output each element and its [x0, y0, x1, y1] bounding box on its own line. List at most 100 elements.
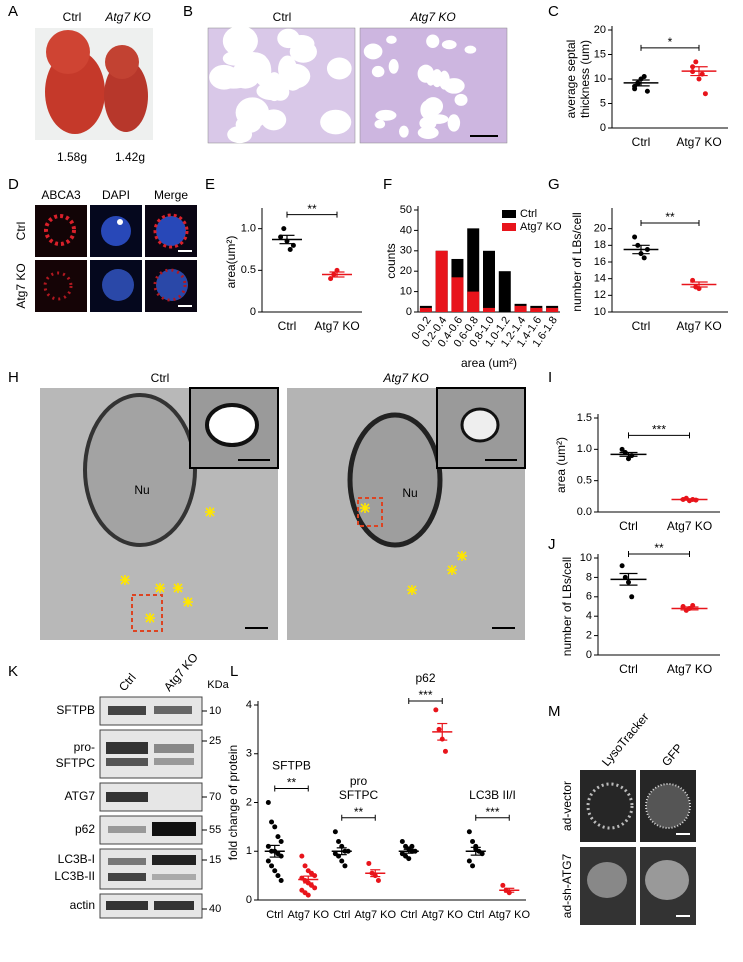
- y-tick-label: 10: [400, 286, 412, 298]
- western-blot: [99, 696, 203, 919]
- x-tick-label: Atg7 KO: [676, 319, 721, 333]
- label: p62: [75, 822, 95, 836]
- label: Ctrl: [63, 10, 82, 24]
- data-point: [336, 839, 342, 844]
- y-tick-label: 10: [580, 552, 592, 564]
- lb-marker: [173, 583, 183, 593]
- significance-label: **: [665, 210, 675, 224]
- data-point: [696, 76, 702, 82]
- data-point: [305, 892, 311, 898]
- alveolus: [447, 114, 461, 132]
- bar: [498, 271, 511, 312]
- y-tick-label: 14: [594, 273, 606, 285]
- panel-letter: E: [205, 176, 215, 193]
- label: 1.58g: [57, 150, 87, 164]
- significance-label: ***: [418, 688, 432, 702]
- data-point: [626, 456, 631, 462]
- label: SFTPB: [56, 703, 95, 717]
- alveolus: [464, 45, 477, 54]
- label: LC3B-II: [54, 869, 95, 883]
- bar: [546, 307, 559, 312]
- group-label: pro: [350, 774, 368, 788]
- data-point: [366, 860, 372, 866]
- y-tick-label: 10: [594, 73, 606, 85]
- alveolus: [230, 62, 261, 89]
- label: LC3B-I: [58, 852, 95, 866]
- data-point: [702, 91, 708, 97]
- data-point: [693, 59, 699, 65]
- legend-swatch: [502, 210, 516, 218]
- label: Ctrl: [151, 371, 170, 385]
- lb-marker: [360, 503, 370, 513]
- bar: [467, 291, 480, 312]
- panel-letter: K: [8, 663, 18, 680]
- data-point: [281, 226, 287, 232]
- legend-label: Atg7 KO: [520, 221, 562, 233]
- y-tick-label: 4: [586, 610, 592, 622]
- y-tick-label: 0: [586, 649, 592, 661]
- group-label: SFTPC: [339, 788, 379, 802]
- data-point: [399, 839, 405, 844]
- y-tick-label: 6: [586, 591, 592, 603]
- alveolus: [363, 43, 383, 60]
- data-point: [269, 819, 275, 825]
- y-axis-label: area (um²): [554, 437, 568, 493]
- lb-marker: [183, 597, 193, 607]
- alveolus: [326, 57, 352, 80]
- y-tick-label: 1.0: [241, 223, 256, 235]
- y-tick-label: 0.5: [577, 475, 592, 487]
- label: 70: [209, 791, 221, 803]
- data-point: [342, 863, 348, 869]
- data-point: [406, 856, 412, 862]
- data-point: [278, 853, 284, 859]
- label: Atg7 KO: [14, 263, 28, 308]
- label: ad-vector: [560, 781, 574, 831]
- y-axis-label: average septal: [564, 40, 578, 119]
- significance-label: **: [654, 541, 664, 555]
- panel-letter: C: [548, 3, 559, 20]
- data-point: [278, 839, 284, 844]
- panel-letter: B: [183, 3, 193, 20]
- x-tick-label: Ctrl: [467, 909, 484, 921]
- panel-letter: H: [8, 369, 19, 386]
- data-point: [470, 839, 476, 844]
- data-point: [278, 878, 284, 883]
- x-tick-label: Atg7 KO: [354, 909, 396, 921]
- label: ABCA3: [41, 188, 81, 202]
- x-tick-label: Atg7 KO: [676, 135, 721, 149]
- alveolus: [388, 59, 399, 74]
- y-tick-label: 20: [400, 265, 412, 277]
- y-tick-label: 2: [246, 796, 252, 808]
- significance-label: **: [307, 202, 317, 216]
- data-point: [265, 858, 271, 864]
- label: Ctrl: [14, 222, 28, 241]
- data-point: [619, 446, 625, 452]
- significance-label: ***: [652, 423, 666, 437]
- alveolus: [277, 28, 300, 49]
- label: Nu: [402, 486, 417, 500]
- y-axis-label: fold change of protein: [226, 745, 240, 860]
- data-point: [339, 858, 345, 864]
- lb-marker: [205, 507, 215, 517]
- y-tick-label: 20: [594, 223, 606, 235]
- label: 40: [209, 903, 221, 915]
- photo-pups: [35, 28, 153, 140]
- y-axis-label: thickness (um): [578, 40, 592, 118]
- panel-letter: L: [230, 663, 238, 680]
- alveolus: [417, 126, 439, 140]
- label: LysoTracker: [599, 710, 652, 769]
- data-point: [287, 247, 293, 252]
- data-point: [409, 843, 415, 849]
- y-tick-label: 30: [400, 245, 412, 257]
- label: ad-sh-ATG7: [560, 853, 574, 918]
- x-tick-label: Ctrl: [632, 135, 651, 149]
- significance-label: **: [287, 776, 297, 790]
- y-tick-label: 4: [246, 699, 252, 711]
- alveolus: [371, 65, 385, 78]
- label: Atg7 KO: [104, 10, 150, 24]
- alveolus: [235, 97, 270, 128]
- data-point: [629, 594, 635, 600]
- data-point: [632, 234, 638, 240]
- label: 25: [209, 735, 221, 747]
- bar: [451, 277, 464, 312]
